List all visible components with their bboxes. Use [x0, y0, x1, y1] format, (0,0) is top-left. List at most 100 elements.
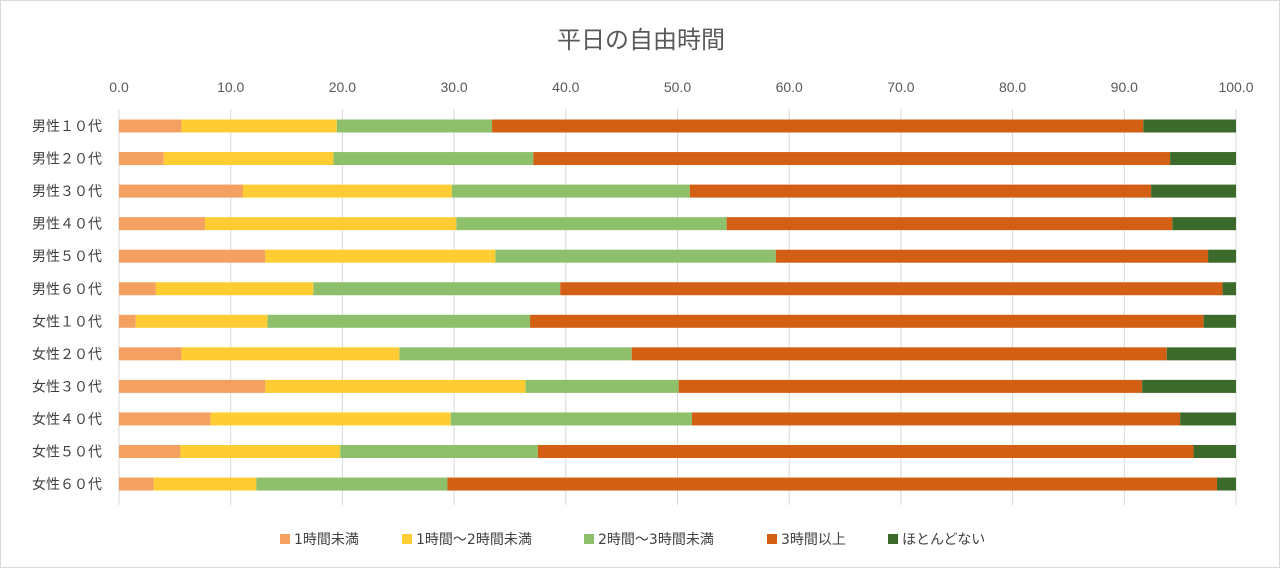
- bar-segment: [525, 379, 679, 393]
- bar-segment: [537, 445, 1194, 458]
- bar-segment: [267, 314, 531, 328]
- bar-segment: [119, 152, 164, 166]
- bar-segment: [242, 184, 452, 198]
- bar-segment: [119, 445, 181, 458]
- bar-segment: [1142, 379, 1236, 393]
- bar-segment: [119, 249, 266, 263]
- bar-segment: [210, 412, 451, 426]
- bar-segment: [205, 217, 457, 231]
- bar-segment: [492, 119, 1144, 133]
- bar-segment: [119, 379, 266, 393]
- bar-segment: [1203, 314, 1236, 328]
- gridlines: [118, 109, 1237, 505]
- bar-segment: [1180, 412, 1236, 426]
- bar-segment: [726, 217, 1173, 231]
- legend-label: ほとんどない: [902, 532, 985, 548]
- bar-segment: [775, 249, 1209, 263]
- x-tick-label: 0.0: [109, 79, 129, 95]
- bar-segment: [1208, 249, 1236, 263]
- legend-label: 1時間～2時間未満: [416, 532, 532, 548]
- bar-segment: [692, 412, 1181, 426]
- category-label: 女性５０代: [32, 444, 102, 461]
- bar-segment: [1166, 347, 1236, 361]
- category-label: 男性３０代: [32, 184, 102, 200]
- legend: 1時間未満 1時間～2時間未満 2時間～3時間未満 3時間以上 ほとんどない: [280, 532, 985, 548]
- legend-swatch: [767, 534, 777, 544]
- bar-segment: [1217, 477, 1236, 491]
- x-tick-label: 20.0: [329, 79, 356, 95]
- bar-segment: [450, 412, 693, 426]
- legend-label: 3時間以上: [781, 532, 846, 548]
- legend-label: 1時間未満: [294, 532, 359, 548]
- bar-segment: [340, 445, 538, 458]
- bar-segment: [163, 152, 334, 166]
- category-label: 男性２０代: [32, 152, 102, 168]
- bar-segment: [1170, 152, 1236, 166]
- chart-title: 平日の自由時間: [557, 26, 725, 54]
- bar-segment: [1222, 282, 1236, 296]
- x-tick-label: 90.0: [1111, 79, 1138, 95]
- bar-segment: [181, 347, 400, 361]
- bar-segment: [631, 347, 1167, 361]
- bar-segment: [533, 152, 1171, 166]
- bar-segment: [530, 314, 1204, 328]
- bar-segment: [456, 217, 727, 231]
- bar-segment: [119, 119, 182, 133]
- bar-segment: [1172, 217, 1236, 231]
- bars: [119, 119, 1236, 491]
- bar-segment: [181, 119, 337, 133]
- bar-segment: [265, 379, 526, 393]
- x-tick-label: 10.0: [217, 79, 244, 95]
- bar-segment: [155, 282, 314, 296]
- x-tick-label: 100.0: [1218, 79, 1253, 95]
- bar-segment: [1151, 184, 1236, 198]
- category-label: 女性４０代: [32, 411, 102, 428]
- category-label: 女性３０代: [32, 378, 102, 395]
- legend-label: 2時間～3時間未満: [598, 532, 714, 548]
- x-tick-label: 80.0: [999, 79, 1026, 95]
- bar-segment: [1193, 445, 1236, 458]
- legend-swatch: [888, 534, 898, 544]
- bar-segment: [689, 184, 1152, 198]
- bar-segment: [256, 477, 448, 491]
- bar-segment: [119, 477, 154, 491]
- bar-segment: [399, 347, 632, 361]
- y-axis-categories: 男性１０代男性２０代男性３０代男性４０代男性５０代男性６０代女性１０代女性２０代…: [32, 119, 102, 493]
- category-label: 男性６０代: [32, 282, 102, 298]
- bar-segment: [447, 477, 1218, 491]
- bar-segment: [336, 119, 493, 133]
- x-tick-label: 50.0: [664, 79, 691, 95]
- x-tick-label: 30.0: [440, 79, 467, 95]
- category-label: 女性２０代: [32, 346, 102, 363]
- bar-segment: [119, 314, 136, 328]
- x-tick-label: 60.0: [776, 79, 803, 95]
- bar-segment: [1143, 119, 1236, 133]
- bar-segment: [119, 412, 211, 426]
- bar-segment: [119, 282, 156, 296]
- bar-segment: [495, 249, 776, 263]
- bar-segment: [135, 314, 268, 328]
- bar-segment: [119, 347, 182, 361]
- category-label: 男性１０代: [32, 119, 102, 135]
- x-tick-label: 70.0: [887, 79, 914, 95]
- bar-segment: [313, 282, 561, 296]
- bar-segment: [119, 217, 206, 231]
- x-tick-label: 40.0: [552, 79, 579, 95]
- category-label: 女性１０代: [32, 313, 102, 330]
- legend-swatch: [402, 534, 412, 544]
- bar-segment: [265, 249, 496, 263]
- category-label: 男性５０代: [32, 249, 102, 265]
- legend-swatch: [584, 534, 594, 544]
- x-axis-ticks: 0.0 10.0 20.0 30.0 40.0 50.0 60.0 70.0 80.0 90.0 1…: [109, 79, 1253, 95]
- category-label: 女性６０代: [32, 476, 102, 493]
- bar-segment: [560, 282, 1223, 296]
- legend-swatch: [280, 534, 290, 544]
- bar-segment: [451, 184, 690, 198]
- bar-segment: [678, 379, 1143, 393]
- bar-segment: [333, 152, 534, 166]
- bar-segment: [180, 445, 341, 458]
- bar-segment: [153, 477, 257, 491]
- category-label: 男性４０代: [32, 217, 102, 233]
